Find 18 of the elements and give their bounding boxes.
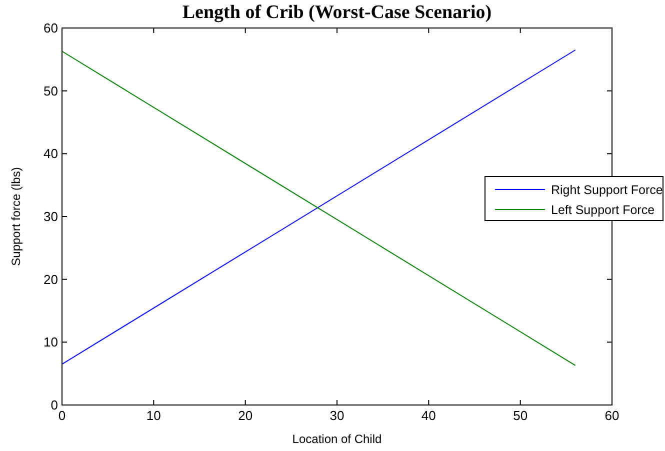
- x-axis-title: Location of Child: [292, 432, 382, 446]
- x-tick-label: 30: [330, 408, 344, 423]
- y-tick-label: 50: [44, 83, 58, 98]
- legend-label: Left Support Force: [551, 203, 655, 217]
- x-tick-label: 60: [604, 408, 620, 423]
- x-tick-label: 40: [421, 408, 436, 423]
- y-tick-label: 0: [50, 398, 58, 412]
- x-tick-label: 20: [238, 408, 253, 423]
- legend-label: Right Support Force: [551, 183, 663, 197]
- x-tick-label: 10: [146, 408, 161, 423]
- y-tick-label: 40: [44, 146, 58, 162]
- chart-title: Length of Crib (Worst-Case Scenario): [182, 2, 492, 23]
- y-tick-label: 20: [44, 272, 58, 287]
- y-tick-label: 30: [44, 209, 58, 224]
- x-tick-label: 50: [513, 408, 528, 423]
- y-axis-title: Support force (lbs): [9, 167, 23, 266]
- y-tick-label: 10: [44, 334, 58, 350]
- y-tick-label: 60: [44, 20, 58, 36]
